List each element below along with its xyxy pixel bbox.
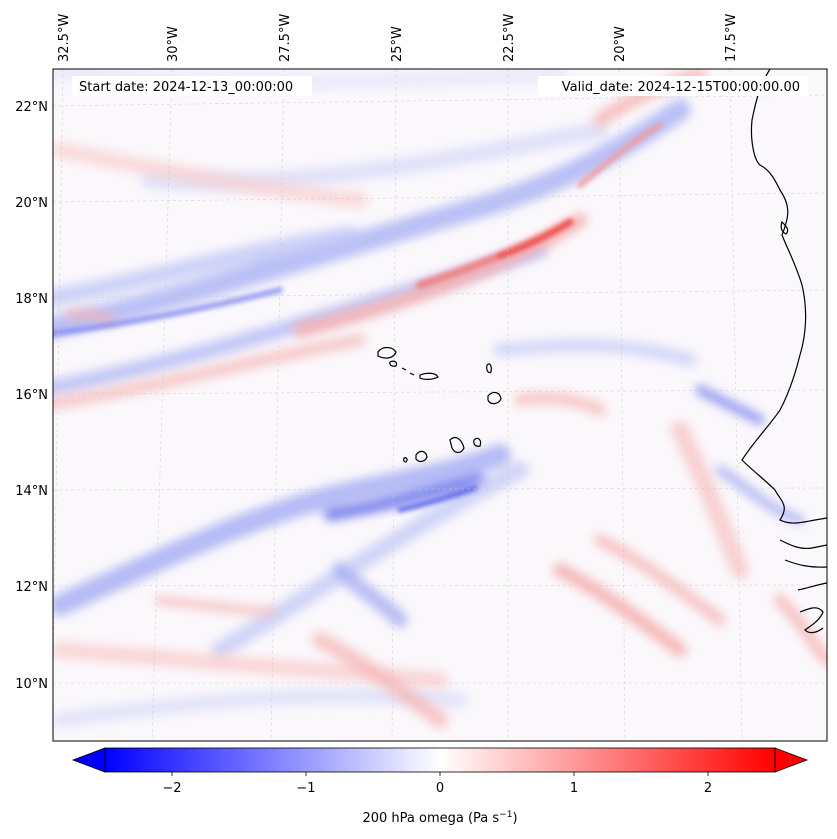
lat-tick-label: 12°N [15, 580, 48, 595]
graticule [53, 69, 827, 741]
colorbar-tick-label: −1 [296, 781, 315, 796]
colorbar-tick-label: 2 [704, 781, 712, 796]
lat-tick-label: 10°N [15, 677, 48, 692]
lon-tick-label: 32.5°W [57, 14, 72, 62]
islands [377, 346, 502, 463]
colorbar-tick-label: 0 [436, 781, 444, 796]
lat-tick-labels: 22°N 20°N 18°N 16°N 14°N 12°N 10°N [15, 100, 48, 692]
omega-field [53, 69, 827, 741]
colorbar: −2 −1 0 1 2 200 hPa omega (Pa s−1) [71, 747, 809, 826]
lon-tick-label: 30°W [166, 26, 181, 62]
lon-tick-label: 22.5°W [502, 14, 517, 62]
colorbar-bar [104, 747, 776, 773]
lat-tick-label: 20°N [15, 196, 48, 211]
lon-tick-label: 17.5°W [724, 14, 739, 62]
colorbar-extend-min [71, 747, 106, 773]
lon-tick-label: 27.5°W [278, 14, 293, 62]
colorbar-tick-label: −2 [162, 781, 181, 796]
lon-tick-label: 20°W [613, 26, 628, 62]
lon-tick-label: 25°W [390, 26, 405, 62]
lon-tick-labels: 32.5°W 30°W 27.5°W 25°W 22.5°W 20°W 17.5… [57, 14, 739, 62]
valid-date-label: Valid_date: 2024-12-15T00:00:00.00 [562, 80, 800, 95]
colorbar-tick-label: 1 [570, 781, 578, 796]
lat-tick-label: 22°N [15, 100, 48, 115]
lat-tick-label: 18°N [15, 292, 48, 307]
coastline [741, 69, 827, 634]
lat-tick-label: 14°N [15, 484, 48, 499]
colorbar-label: 200 hPa omega (Pa s−1) [362, 810, 517, 826]
map-panel: Start date: 2024-12-13_00:00:00 Valid_da… [52, 68, 828, 742]
start-date-label: Start date: 2024-12-13_00:00:00 [79, 80, 293, 95]
lat-tick-label: 16°N [15, 388, 48, 403]
colorbar-extend-max [774, 747, 809, 773]
